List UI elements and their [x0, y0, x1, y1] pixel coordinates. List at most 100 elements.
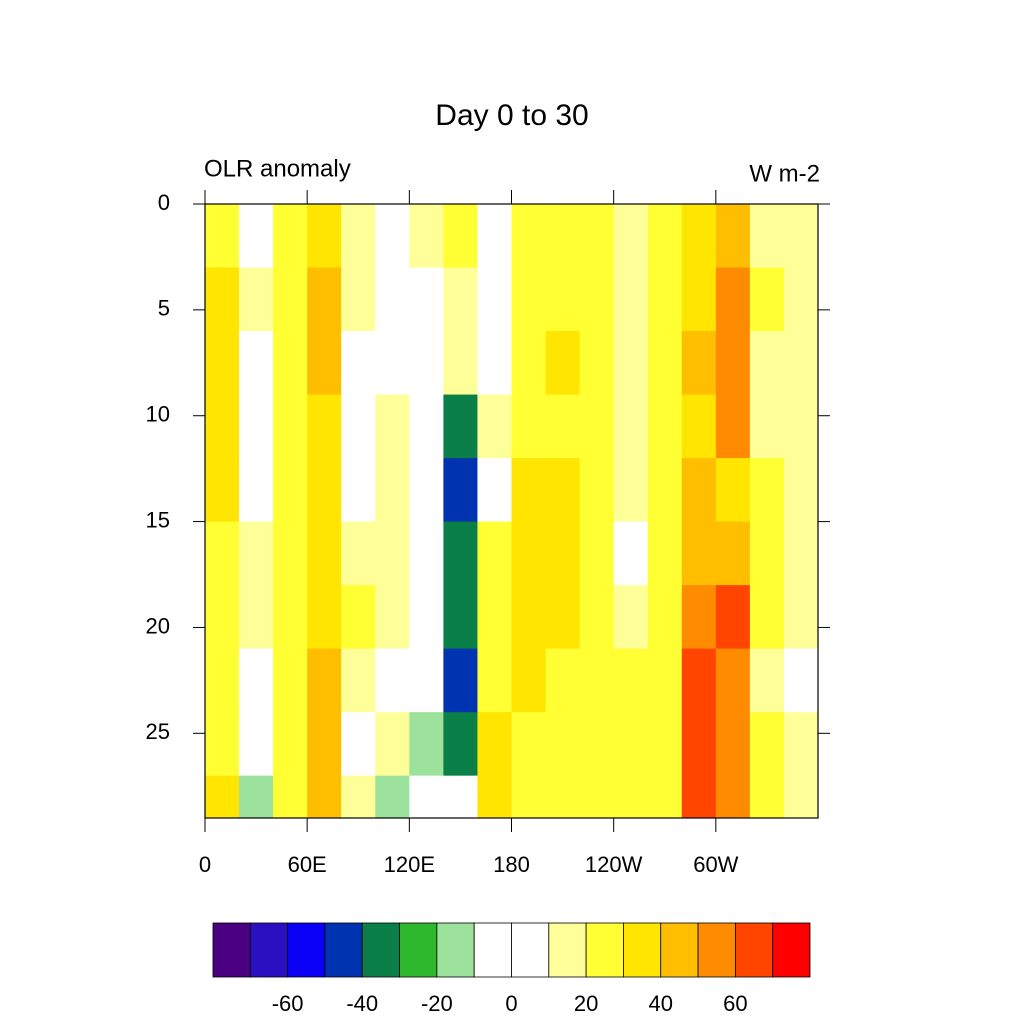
field-cell [409, 775, 444, 818]
field-cell [647, 458, 683, 523]
field-cell [273, 585, 308, 650]
colorbar-box [623, 922, 662, 978]
field-cell [511, 521, 547, 586]
field-cell [647, 585, 683, 650]
field-cell [613, 775, 649, 818]
field-cell [613, 394, 649, 459]
field-cell [579, 775, 615, 818]
field-cell [205, 712, 240, 777]
field-cell [239, 458, 274, 523]
colorbar-box [287, 922, 326, 978]
field-cell [273, 267, 308, 332]
colorbar-box [473, 922, 512, 978]
field-cell [273, 648, 308, 713]
field-cell [681, 267, 717, 332]
field-cell [511, 204, 547, 269]
field-cell [375, 585, 410, 650]
field-cell [375, 648, 410, 713]
field-cell [579, 712, 615, 777]
field-cell [783, 458, 818, 523]
field-cell [239, 648, 274, 713]
field-cell [749, 394, 785, 459]
field-cell [307, 775, 342, 818]
y-tick-label: 20 [146, 613, 170, 638]
field-cell [341, 648, 376, 713]
field-cell [477, 267, 512, 332]
field-cell [443, 267, 478, 332]
field-cell [205, 521, 240, 586]
field-cell [307, 204, 342, 269]
field-cell [681, 331, 717, 396]
field-cell [715, 648, 751, 713]
field-cell [273, 521, 308, 586]
field-cell [511, 331, 547, 396]
field-cell [239, 394, 274, 459]
field-cell [545, 712, 581, 777]
field-cell [205, 775, 240, 818]
field-cell [715, 521, 751, 586]
field-cell [545, 394, 581, 459]
field-cell [239, 712, 274, 777]
field-cell [783, 331, 818, 396]
y-tick-label: 10 [146, 402, 170, 427]
field-cell [443, 394, 478, 459]
field-cell [545, 204, 581, 269]
field-cell [307, 521, 342, 586]
field-cell [647, 331, 683, 396]
field-cell [511, 458, 547, 523]
field-cell [715, 204, 751, 269]
y-tick-label: 15 [146, 507, 170, 532]
field-cell [715, 394, 751, 459]
field-cell [783, 267, 818, 332]
field-cell [205, 585, 240, 650]
field-cell [647, 712, 683, 777]
field-cell [443, 648, 478, 713]
field-cell [341, 331, 376, 396]
field-cell [545, 267, 581, 332]
field-cell [613, 331, 649, 396]
x-tick-label: 120E [384, 852, 435, 877]
colorbar-box [697, 922, 736, 978]
field-cell [579, 458, 615, 523]
field-cell [307, 648, 342, 713]
colorbar-box [324, 922, 363, 978]
field-cell [647, 648, 683, 713]
field-cell [205, 204, 240, 269]
field-cell [443, 775, 478, 818]
field-cell [409, 394, 444, 459]
field-cell [545, 331, 581, 396]
y-tick-label: 0 [158, 190, 170, 215]
field-cell [341, 775, 376, 818]
colorbar-label: 20 [574, 991, 598, 1016]
field-cell [511, 267, 547, 332]
subtitle-left: OLR anomaly [204, 155, 351, 182]
field-cell [375, 331, 410, 396]
field-cell [341, 521, 376, 586]
field-cell [477, 775, 512, 818]
field-cell [205, 267, 240, 332]
field-cell [681, 648, 717, 713]
colorbar-label: -60 [272, 991, 304, 1016]
y-tick-label: 25 [146, 719, 170, 744]
field-cell [443, 458, 478, 523]
field-cell [273, 331, 308, 396]
field-cell [477, 521, 512, 586]
field-cell [375, 204, 410, 269]
field-cell [443, 331, 478, 396]
field-cell [715, 267, 751, 332]
field-cell [715, 712, 751, 777]
field-cell [273, 394, 308, 459]
field-cell [715, 458, 751, 523]
field-cell [443, 585, 478, 650]
colorbar-box [734, 922, 774, 978]
field-cell [715, 585, 751, 650]
field-cell [647, 394, 683, 459]
field-cell [749, 204, 785, 269]
field-cell [409, 458, 444, 523]
field-cell [307, 712, 342, 777]
field-cell [341, 712, 376, 777]
field-cell [443, 712, 478, 777]
colorbar-box [399, 922, 438, 978]
field-cell [579, 521, 615, 586]
field-cell [375, 521, 410, 586]
